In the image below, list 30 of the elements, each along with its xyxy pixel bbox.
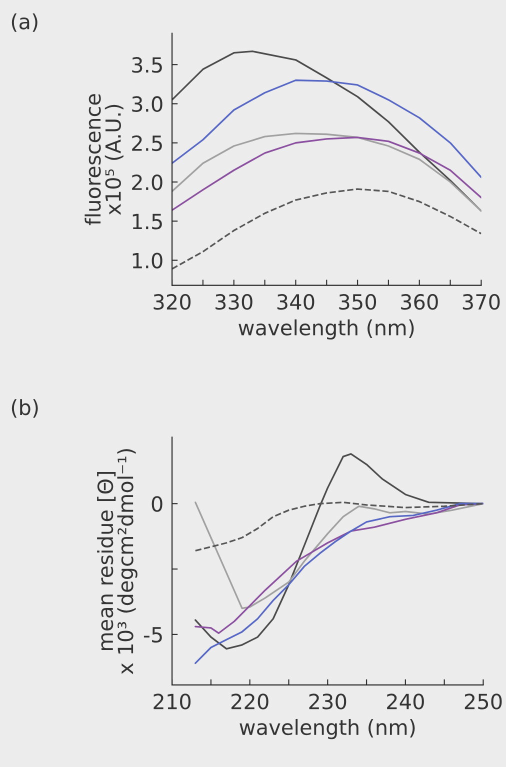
- y-tick-label: 2.0: [132, 174, 162, 190]
- x-tick-label: 250: [464, 694, 502, 710]
- x-tick-label: 330: [216, 294, 252, 310]
- y-tick-label: 0: [152, 496, 162, 512]
- x-tick-label: 210: [154, 694, 191, 710]
- y-tick-label: 3.5: [132, 57, 162, 73]
- text: (b): [12, 399, 38, 418]
- x-tick-label: 230: [309, 694, 346, 710]
- line-series: [194, 453, 484, 650]
- x-axis-title: wavelength (nm): [240, 718, 415, 740]
- y-tick-label: 2.5: [132, 135, 162, 152]
- y-tick-label: -5: [144, 627, 162, 643]
- y-axis-title: mean residue [Θ] x 10³ (degcm²dmol⁻¹): [97, 449, 138, 674]
- line-series: [194, 502, 484, 664]
- x-tick-label: 340: [277, 294, 314, 310]
- x-tick-label: 220: [231, 694, 268, 710]
- line-series: [194, 501, 484, 610]
- y-tick-label: 1.5: [132, 214, 162, 230]
- x-tick-label: 370: [462, 294, 500, 310]
- x-tick-label: 320: [154, 294, 191, 310]
- line-series: [172, 79, 482, 178]
- x-axis-title: wavelength (nm): [238, 319, 414, 340]
- line-series: [172, 188, 482, 270]
- x-tick-label: 360: [401, 294, 438, 310]
- y-tick-label: 3.0: [132, 96, 162, 112]
- x-tick-label: 240: [387, 694, 424, 710]
- x-tick-label: 350: [339, 294, 376, 310]
- text: (a): [12, 13, 38, 32]
- y-tick-label: 1.0: [132, 252, 162, 268]
- y-axis-title: fluorescence x10⁵ (A.U.): [84, 94, 124, 226]
